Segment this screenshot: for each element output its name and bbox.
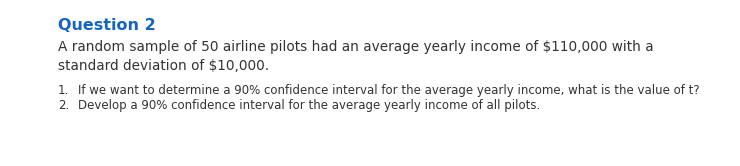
Text: 2.: 2. (58, 99, 70, 112)
Text: If we want to determine a 90% confidence interval for the average yearly income,: If we want to determine a 90% confidence… (78, 84, 699, 97)
Text: Question 2: Question 2 (58, 18, 155, 33)
Text: A random sample of 50 airline pilots had an average yearly income of $110,000 wi: A random sample of 50 airline pilots had… (58, 40, 653, 73)
Text: 1.: 1. (58, 84, 70, 97)
Text: Develop a 90% confidence interval for the average yearly income of all pilots.: Develop a 90% confidence interval for th… (78, 99, 540, 112)
